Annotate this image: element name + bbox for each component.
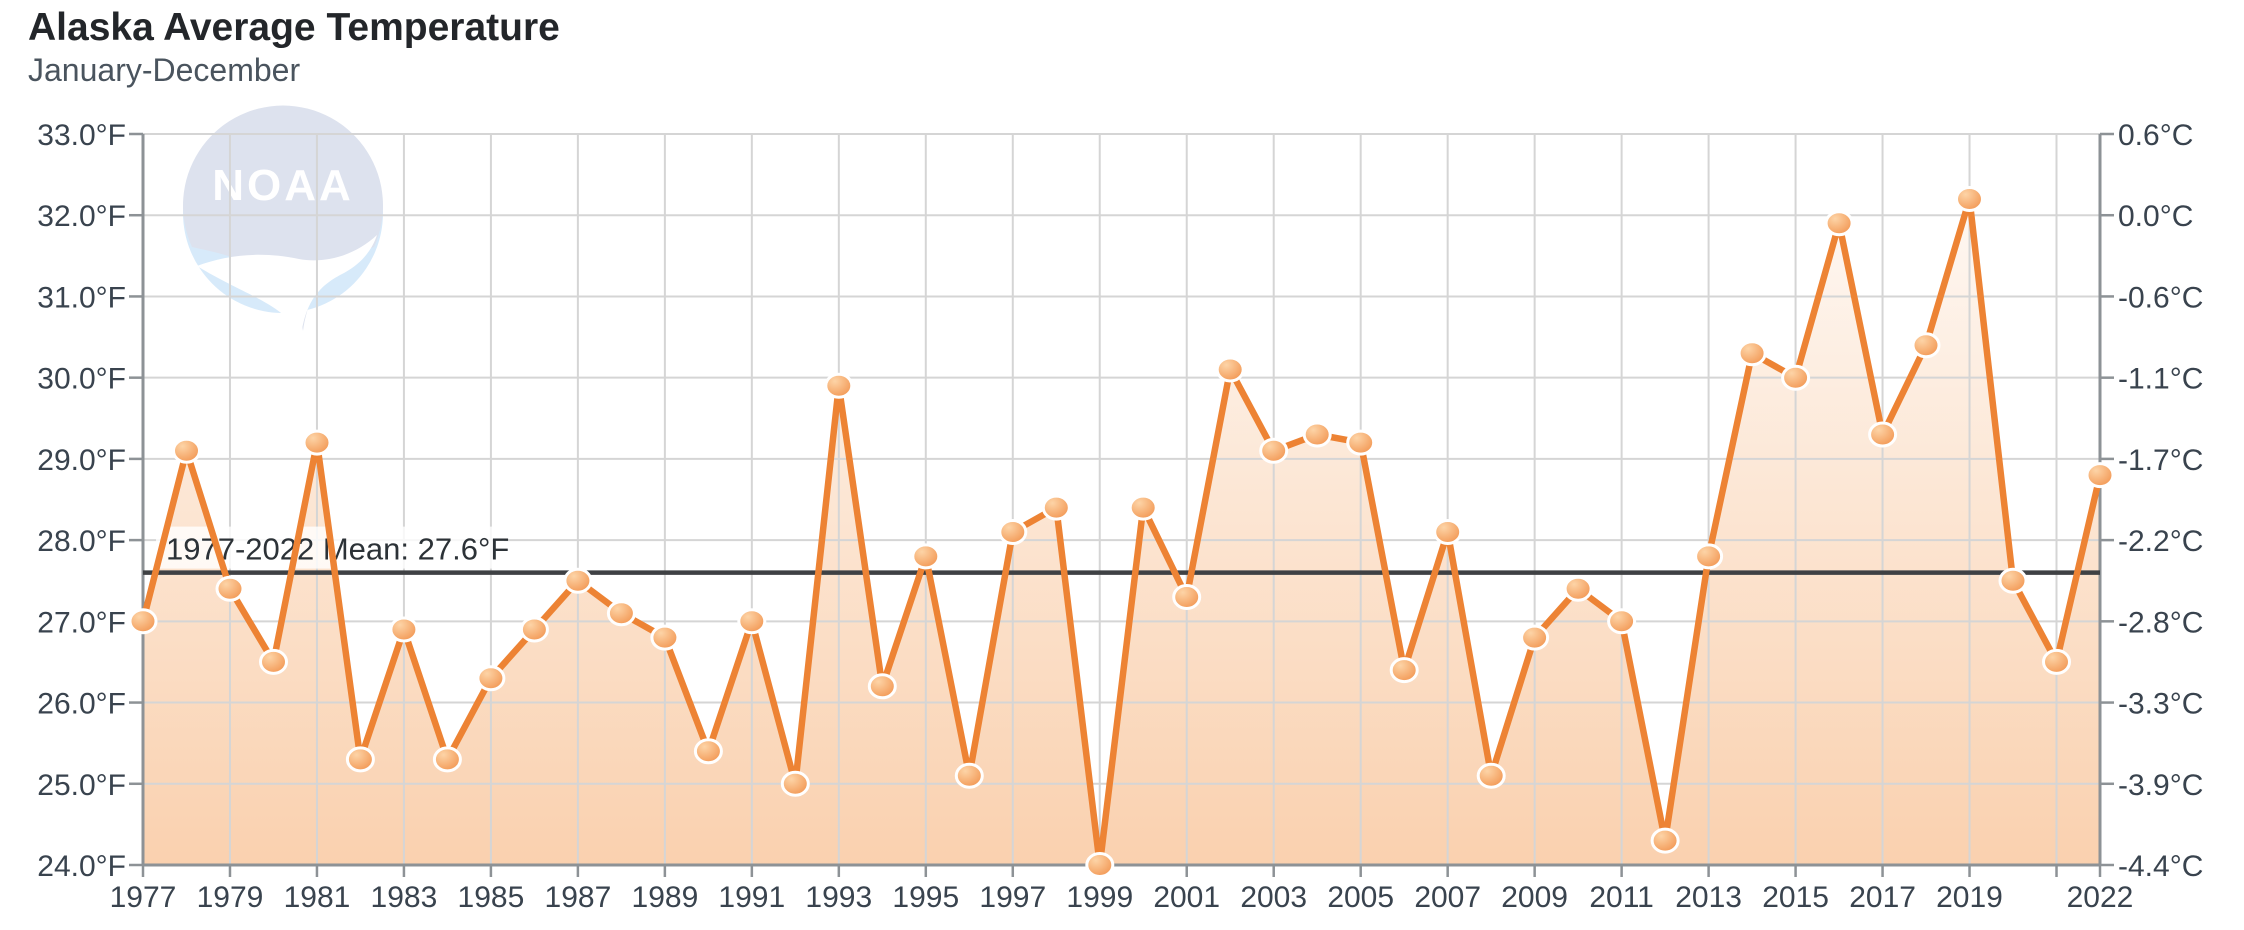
y-axis-label-fahrenheit: 26.0°F — [37, 688, 126, 721]
data-point-2008[interactable] — [1476, 762, 1506, 789]
data-point-1977[interactable] — [128, 608, 158, 635]
x-axis-label-year: 1977 — [110, 881, 177, 914]
y-axis-label-celsius: -3.3°C — [2118, 688, 2203, 721]
data-point-2021[interactable] — [2042, 648, 2071, 675]
data-point-1995[interactable] — [911, 543, 941, 570]
data-point-2013[interactable] — [1694, 543, 1724, 570]
data-point-1983[interactable] — [389, 616, 419, 643]
noaa-logo-text: NOAA — [212, 161, 354, 210]
x-axis-label-year: 2022 — [2067, 881, 2134, 914]
data-point-2001[interactable] — [1172, 584, 1202, 610]
data-point-1987[interactable] — [563, 567, 593, 594]
data-point-1988[interactable] — [606, 600, 636, 627]
y-axis-label-fahrenheit: 31.0°F — [37, 281, 126, 314]
data-point-1979[interactable] — [215, 575, 245, 602]
x-axis-label-year: 1983 — [371, 881, 438, 914]
data-point-2012[interactable] — [1650, 827, 1680, 854]
x-axis-label-year: 2003 — [1240, 881, 1307, 914]
series-area-fill — [143, 199, 2100, 865]
x-axis-label-year: 1985 — [458, 881, 525, 914]
data-point-2002[interactable] — [1215, 356, 1245, 383]
x-axis-label-year: 2011 — [1589, 881, 1654, 914]
y-axis-label-fahrenheit: 24.0°F — [37, 850, 126, 883]
x-axis-label-year: 2005 — [1327, 881, 1394, 914]
data-point-1991[interactable] — [737, 608, 767, 635]
y-axis-label-fahrenheit: 27.0°F — [37, 606, 126, 639]
data-point-1981[interactable] — [302, 429, 332, 456]
y-axis-label-fahrenheit: 29.0°F — [37, 444, 126, 477]
y-axis-label-celsius: -2.8°C — [2118, 606, 2203, 639]
data-point-1992[interactable] — [780, 770, 810, 797]
x-axis-label-year: 2019 — [1936, 881, 2003, 914]
data-point-1982[interactable] — [345, 746, 375, 773]
y-axis-label-fahrenheit: 25.0°F — [37, 769, 126, 802]
x-axis-label-year: 2017 — [1849, 881, 1916, 914]
data-point-2015[interactable] — [1781, 364, 1811, 391]
y-axis-label-celsius: -2.2°C — [2118, 525, 2203, 558]
x-axis-label-year: 2013 — [1675, 881, 1742, 914]
data-point-2007[interactable] — [1433, 519, 1463, 545]
x-axis-label-year: 1989 — [632, 881, 699, 914]
chart-title: Alaska Average Temperature — [28, 6, 560, 49]
x-axis-label-year: 1979 — [197, 881, 264, 914]
data-point-1993[interactable] — [824, 372, 854, 399]
y-axis-label-fahrenheit: 32.0°F — [37, 200, 126, 233]
x-axis-label-year: 1981 — [284, 881, 351, 914]
data-point-2016[interactable] — [1824, 210, 1854, 237]
x-axis-label-year: 1999 — [1066, 881, 1133, 914]
data-point-2009[interactable] — [1520, 624, 1550, 651]
data-point-2022[interactable] — [2085, 462, 2115, 489]
chart-subtitle: January-December — [28, 52, 301, 88]
y-axis-label-celsius: 0.0°C — [2118, 200, 2193, 233]
y-axis-label-celsius: 0.6°C — [2118, 119, 2193, 152]
data-point-2000[interactable] — [1128, 494, 1158, 521]
data-point-2010[interactable] — [1563, 575, 1593, 602]
data-point-1998[interactable] — [1041, 494, 1071, 521]
x-axis-label-year: 1987 — [545, 881, 612, 914]
y-axis-label-fahrenheit: 33.0°F — [37, 119, 126, 152]
data-point-1980[interactable] — [259, 648, 288, 675]
data-point-1986[interactable] — [519, 616, 549, 643]
x-axis-label-year: 2001 — [1153, 881, 1220, 914]
data-point-1990[interactable] — [693, 738, 723, 765]
data-point-2004[interactable] — [1302, 421, 1332, 448]
y-axis-label-fahrenheit: 28.0°F — [37, 525, 126, 558]
data-point-2014[interactable] — [1737, 340, 1767, 367]
data-point-1999[interactable] — [1085, 852, 1115, 878]
noaa-logo-dome — [183, 105, 383, 331]
noaa-logo-bird-icon — [197, 235, 377, 336]
data-point-1978[interactable] — [172, 437, 201, 464]
y-axis-label-celsius: -1.7°C — [2118, 444, 2203, 477]
data-point-2011[interactable] — [1607, 608, 1637, 635]
y-axis-label-celsius: -0.6°C — [2118, 281, 2203, 314]
x-axis-label-year: 2009 — [1501, 881, 1568, 914]
x-axis-label-year: 1995 — [892, 881, 959, 914]
y-axis-label-celsius: -3.9°C — [2118, 769, 2203, 802]
series-line — [139, 195, 2104, 869]
noaa-logo-watermark: NOAA — [183, 105, 383, 336]
y-axis-label-celsius: -1.1°C — [2118, 363, 2203, 396]
data-point-2006[interactable] — [1389, 657, 1419, 684]
data-point-1996[interactable] — [954, 762, 984, 789]
data-point-2017[interactable] — [1868, 421, 1898, 448]
y-axis-label-fahrenheit: 30.0°F — [37, 363, 126, 396]
x-axis-label-year: 1993 — [805, 881, 872, 914]
y-axis-label-celsius: -4.4°C — [2118, 850, 2203, 883]
x-axis-label-year: 1997 — [979, 881, 1046, 914]
x-axis-label-year: 2015 — [1762, 881, 1829, 914]
data-point-2019[interactable] — [1955, 186, 1984, 212]
data-point-2005[interactable] — [1346, 429, 1376, 456]
x-axis-label-year: 2007 — [1414, 881, 1481, 914]
data-point-1984[interactable] — [432, 746, 462, 773]
x-axis-label-year: 1991 — [718, 881, 785, 914]
data-point-2003[interactable] — [1259, 437, 1289, 464]
data-point-1997[interactable] — [998, 519, 1028, 545]
data-point-1989[interactable] — [650, 624, 680, 651]
data-point-1985[interactable] — [476, 665, 506, 692]
data-point-2018[interactable] — [1911, 332, 1941, 359]
data-point-1994[interactable] — [867, 673, 897, 700]
data-point-2020[interactable] — [1998, 567, 2028, 594]
